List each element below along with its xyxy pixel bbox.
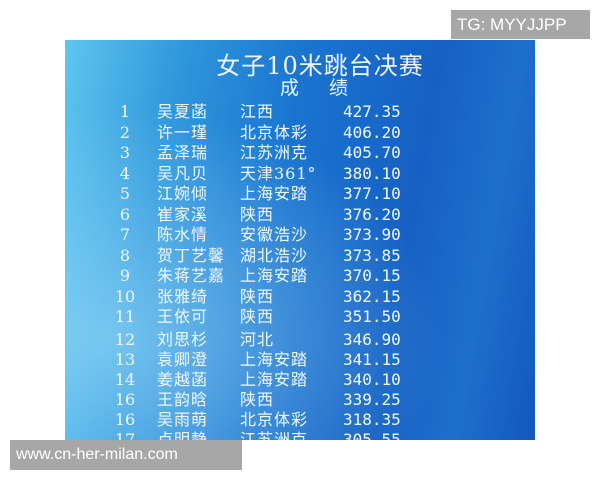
result-team: 北京体彩 bbox=[240, 122, 309, 142]
board-title: 女子10米跳台决赛 bbox=[216, 52, 424, 80]
result-row: 9 朱蒋艺嘉 上海安踏 370.15 bbox=[65, 266, 535, 286]
result-team: 安徽浩沙 bbox=[240, 225, 309, 244]
result-rank: 4 bbox=[119, 163, 131, 183]
result-row: 8 贺丁艺馨 湖北浩沙 373.85 bbox=[65, 246, 535, 266]
result-rank: 3 bbox=[119, 143, 131, 162]
result-row: 10 张雅绮 陕西 362.15 bbox=[65, 287, 535, 307]
result-rank: 16 bbox=[114, 409, 136, 429]
result-score: 341.15 bbox=[343, 349, 401, 369]
result-score: 351.50 bbox=[343, 307, 401, 326]
result-name: 朱蒋艺嘉 bbox=[157, 266, 226, 285]
result-name: 江婉倾 bbox=[157, 184, 209, 203]
result-name: 陈水情 bbox=[157, 225, 209, 244]
result-row: 1 吴夏菡 江西 427.35 bbox=[65, 102, 535, 122]
result-team: 陕西 bbox=[240, 307, 275, 326]
result-name: 袁卿澄 bbox=[157, 349, 209, 369]
result-team: 河北 bbox=[240, 329, 275, 349]
result-team: 天津361° bbox=[240, 163, 317, 183]
result-name: 许一瑾 bbox=[157, 122, 209, 142]
result-row: 5 江婉倾 上海安踏 377.10 bbox=[65, 184, 535, 204]
result-rank: 2 bbox=[119, 122, 131, 142]
watermark-bottom-left: www.cn-her-milan.com bbox=[10, 440, 242, 470]
result-rank: 16 bbox=[114, 389, 136, 409]
result-rank: 11 bbox=[114, 307, 136, 326]
watermark-top-right: TG: MYYJJPP bbox=[451, 10, 590, 39]
result-score: 340.10 bbox=[343, 369, 401, 389]
result-name: 崔家溪 bbox=[157, 204, 209, 224]
result-rank: 13 bbox=[114, 349, 136, 369]
result-name: 吴夏菡 bbox=[157, 102, 209, 121]
results-board: 女子10米跳台决赛 成 绩 1 吴夏菡 江西 427.35 2 许一瑾 北京体彩 406.20… bbox=[65, 40, 535, 440]
result-name: 吴凡贝 bbox=[157, 163, 209, 183]
result-team: 上海安踏 bbox=[240, 266, 309, 285]
result-row: 16 王韵晗 陕西 339.25 bbox=[65, 390, 535, 410]
result-name: 卢明静 bbox=[157, 429, 209, 441]
board-subtitle: 成 绩 bbox=[279, 77, 361, 99]
result-rank: 9 bbox=[119, 266, 131, 285]
result-rank: 6 bbox=[119, 204, 131, 224]
result-team: 上海安踏 bbox=[240, 369, 309, 389]
result-team: 上海安踏 bbox=[240, 184, 309, 203]
result-row: 13 袁卿澄 上海安踏 341.15 bbox=[65, 350, 535, 370]
result-rank: 5 bbox=[119, 184, 131, 203]
result-row: 16 吴雨萌 北京体彩 318.35 bbox=[65, 410, 535, 430]
result-row: 12 刘思杉 河北 346.90 bbox=[65, 330, 535, 350]
result-name: 贺丁艺馨 bbox=[157, 245, 226, 265]
result-name: 王韵晗 bbox=[157, 389, 209, 409]
result-score: 427.35 bbox=[343, 102, 401, 121]
result-row: 2 许一瑾 北京体彩 406.20 bbox=[65, 123, 535, 143]
result-row: 4 吴凡贝 天津361° 380.10 bbox=[65, 164, 535, 184]
result-row: 14 姜越菡 上海安踏 340.10 bbox=[65, 370, 535, 390]
result-row: 6 崔家溪 陕西 376.20 bbox=[65, 205, 535, 225]
result-team: 上海安踏 bbox=[240, 349, 309, 369]
result-team: 湖北浩沙 bbox=[240, 245, 309, 265]
result-name: 姜越菡 bbox=[157, 369, 209, 389]
result-team: 江西 bbox=[240, 102, 275, 121]
result-score: 346.90 bbox=[343, 329, 401, 349]
result-name: 刘思杉 bbox=[157, 329, 209, 349]
result-team: 陕西 bbox=[240, 389, 275, 409]
result-score: 373.90 bbox=[343, 225, 401, 244]
result-team: 陕西 bbox=[240, 286, 275, 306]
result-name: 吴雨萌 bbox=[157, 409, 209, 429]
result-team: 江苏洲克 bbox=[240, 429, 309, 441]
result-name: 王依可 bbox=[157, 307, 209, 326]
result-score: 305.55 bbox=[343, 429, 401, 441]
result-score: 318.35 bbox=[343, 409, 401, 429]
result-team: 北京体彩 bbox=[240, 409, 309, 429]
result-rank: 10 bbox=[114, 286, 136, 306]
result-team: 江苏洲克 bbox=[240, 143, 309, 162]
result-row: 17 卢明静 江苏洲克 305.55 bbox=[65, 430, 535, 441]
result-score: 406.20 bbox=[343, 122, 401, 142]
result-row: 3 孟泽瑞 江苏洲克 405.70 bbox=[65, 143, 535, 163]
result-score: 380.10 bbox=[343, 163, 401, 183]
result-score: 373.85 bbox=[343, 245, 401, 265]
result-name: 孟泽瑞 bbox=[157, 143, 209, 162]
result-rank: 12 bbox=[114, 329, 136, 349]
result-team: 陕西 bbox=[240, 204, 275, 224]
result-name: 张雅绮 bbox=[157, 286, 209, 306]
result-rank: 7 bbox=[119, 225, 131, 244]
result-score: 376.20 bbox=[343, 204, 401, 224]
result-rank: 1 bbox=[119, 102, 131, 121]
result-score: 339.25 bbox=[343, 389, 401, 409]
result-score: 362.15 bbox=[343, 286, 401, 306]
result-rank: 8 bbox=[119, 245, 131, 265]
result-score: 370.15 bbox=[343, 266, 401, 285]
result-score: 377.10 bbox=[343, 184, 401, 203]
result-rank: 14 bbox=[114, 369, 136, 389]
result-score: 405.70 bbox=[343, 143, 401, 162]
result-row: 11 王依可 陕西 351.50 bbox=[65, 307, 535, 327]
result-rank: 17 bbox=[114, 429, 136, 441]
result-row: 7 陈水情 安徽浩沙 373.90 bbox=[65, 225, 535, 245]
